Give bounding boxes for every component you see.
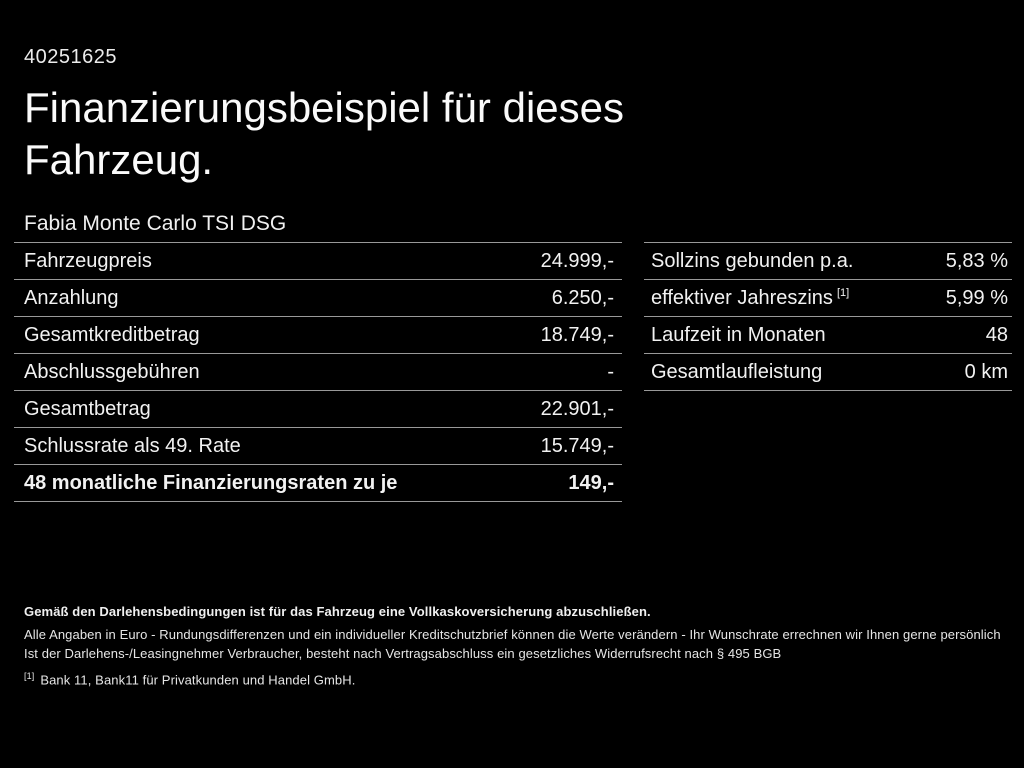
row-label: Anzahlung — [24, 286, 119, 309]
row-value: 22.901,- — [540, 397, 614, 420]
footnote-marker: [1] — [836, 286, 850, 299]
row-value: - — [607, 360, 614, 383]
row-label: Gesamtkreditbetrag — [24, 323, 200, 346]
bank-footnote: [1] Bank 11, Bank11 für Privatkunden und … — [24, 671, 1004, 687]
row-value: 24.999,- — [540, 249, 614, 272]
table-row: Gesamtkreditbetrag 18.749,- — [14, 316, 622, 353]
vehicle-id: 40251625 — [24, 46, 117, 68]
row-value: 6.250,- — [551, 286, 614, 309]
row-label: Gesamtlaufleistung — [651, 360, 823, 383]
table-row: Abschlussgebühren - — [14, 353, 622, 390]
table-row: Anzahlung 6.250,- — [14, 279, 622, 316]
interest-terms-table: Sollzins gebunden p.a. 5,83 % effektiver… — [644, 242, 1012, 391]
row-value: 5,83 % — [945, 249, 1008, 272]
footnote-marker: [1] — [24, 671, 35, 681]
table-row: effektiver Jahreszins [1] 5,99 % — [644, 279, 1012, 316]
table-row-monthly-rate: 48 monatliche Finanzierungsraten zu je 1… — [14, 464, 622, 501]
row-value: 48 — [985, 323, 1008, 346]
row-value: 15.749,- — [540, 434, 614, 457]
footnote-text: Bank 11, Bank11 für Privatkunden und Han… — [40, 672, 356, 688]
table-row: Sollzins gebunden p.a. 5,83 % — [644, 242, 1012, 279]
row-value: 18.749,- — [540, 323, 614, 346]
row-value: 0 km — [964, 360, 1008, 383]
row-value: 149,- — [568, 471, 614, 494]
row-value: 5,99 % — [945, 286, 1008, 309]
row-label: Abschlussgebühren — [24, 360, 200, 383]
table-row: Gesamtlaufleistung 0 km — [644, 353, 1012, 390]
vehicle-model-subtitle: Fabia Monte Carlo TSI DSG — [24, 212, 287, 235]
row-label: Schlussrate als 49. Rate — [24, 434, 241, 457]
financing-details-table: Fahrzeugpreis 24.999,- Anzahlung 6.250,-… — [14, 242, 622, 502]
disclaimer-line-1: Alle Angaben in Euro - Rundungsdifferenz… — [24, 627, 1001, 642]
row-label: Fahrzeugpreis — [24, 249, 152, 272]
table-row: Gesamtbetrag 22.901,- — [14, 390, 622, 427]
row-label: Laufzeit in Monaten — [651, 323, 826, 346]
table-row: Schlussrate als 49. Rate 15.749,- — [14, 427, 622, 464]
page-title: Finanzierungsbeispiel für dieses Fahrzeu… — [24, 84, 624, 184]
row-label: Gesamtbetrag — [24, 397, 151, 420]
insurance-note: Gemäß den Darlehensbedingungen ist für d… — [24, 604, 651, 619]
table-row: Fahrzeugpreis 24.999,- — [14, 242, 622, 279]
table-row: Laufzeit in Monaten 48 — [644, 316, 1012, 353]
disclaimer-line-2: Ist der Darlehens-/Leasingnehmer Verbrau… — [24, 646, 782, 661]
row-label: 48 monatliche Finanzierungsraten zu je — [24, 471, 398, 494]
row-label: Sollzins gebunden p.a. — [651, 249, 854, 272]
row-label: effektiver Jahreszins [1] — [651, 286, 850, 309]
